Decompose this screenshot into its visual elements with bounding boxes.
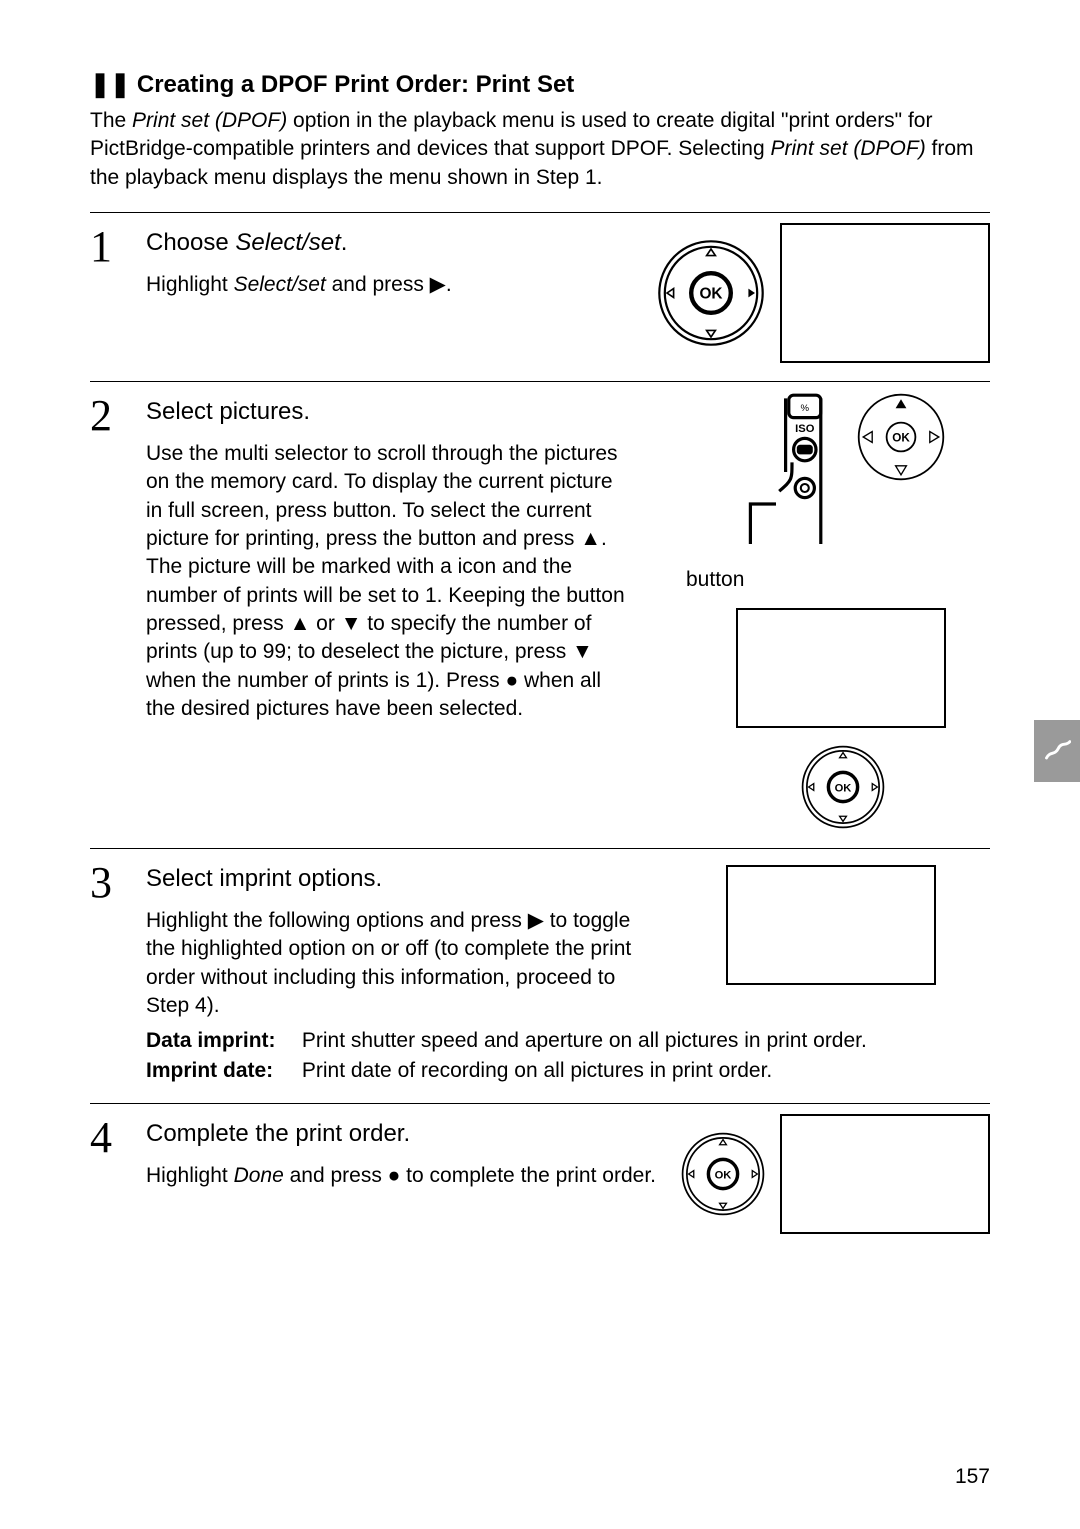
svg-text:OK: OK <box>715 1169 732 1181</box>
ok-multi-selector-icon: OK <box>656 238 766 348</box>
svg-text:OK: OK <box>699 286 722 303</box>
section-title: ❚❚ Creating a DPOF Print Order: Print Se… <box>90 70 990 99</box>
step-heading-b: . <box>341 229 348 256</box>
step-text-i: Select/set <box>234 273 326 296</box>
button-label: button <box>686 568 744 592</box>
connection-icon <box>1043 737 1071 765</box>
ok-multi-selector-icon: OK <box>680 1131 766 1217</box>
step-text: Highlight Done and press ● to complete t… <box>146 1162 670 1190</box>
ok-multi-selector-icon: OK <box>800 744 886 830</box>
step-heading: Select imprint options. <box>146 865 636 893</box>
step-text-i: Done <box>234 1164 284 1187</box>
svg-text:OK: OK <box>892 432 910 445</box>
step-text: Highlight Select/set and press ▶. <box>146 271 656 299</box>
step-number: 4 <box>90 1114 146 1234</box>
step-number: 3 <box>90 859 146 1085</box>
option-text: Print shutter speed and aperture on all … <box>302 1029 867 1052</box>
option-label: Data imprint: <box>146 1026 296 1055</box>
step-heading: Complete the print order. <box>146 1120 670 1148</box>
step-text: Use the multi selector to scroll through… <box>146 440 626 723</box>
step-text-a: Highlight <box>146 1164 234 1187</box>
step-heading: Choose Select/set. <box>146 229 656 257</box>
lcd-screen-placeholder <box>726 865 936 985</box>
ok-multi-selector-icon: OK <box>856 392 946 482</box>
step-text-b: and press ● to complete the print order. <box>284 1164 656 1187</box>
intro-paragraph: The Print set (DPOF) option in the playb… <box>90 107 990 192</box>
option-label: Imprint date: <box>146 1056 296 1085</box>
list-item: Data imprint: Print shutter speed and ap… <box>146 1026 990 1055</box>
option-text: Print date of recording on all pictures … <box>302 1059 772 1082</box>
page-number: 157 <box>955 1465 990 1489</box>
step-text: Highlight the following options and pres… <box>146 907 636 1020</box>
step-4: 4 Complete the print order. Highlight Do… <box>90 1104 990 1252</box>
lcd-screen-placeholder <box>780 223 990 363</box>
svg-text:ISO: ISO <box>795 423 815 435</box>
step-number: 1 <box>90 223 146 363</box>
lcd-screen-placeholder <box>780 1114 990 1234</box>
svg-text:OK: OK <box>835 782 852 794</box>
intro-text-d: Print set (DPOF) <box>771 137 926 160</box>
intro-text-b: Print set (DPOF) <box>132 109 287 132</box>
step-1: 1 Choose Select/set. Highlight Select/se… <box>90 213 990 381</box>
step-number: 2 <box>90 392 146 830</box>
step-heading-a: Choose <box>146 229 235 256</box>
manual-page: ❚❚ Creating a DPOF Print Order: Print Se… <box>0 0 1080 1292</box>
imprint-options-list: Data imprint: Print shutter speed and ap… <box>146 1026 990 1085</box>
side-thumb-tab <box>1034 720 1080 782</box>
step-heading: Select pictures. <box>146 398 626 426</box>
list-item: Imprint date: Print date of recording on… <box>146 1056 990 1085</box>
lcd-screen-placeholder <box>736 608 946 728</box>
intro-text-a: The <box>90 109 132 132</box>
camera-button-detail-icon: % ISO <box>742 392 842 552</box>
svg-text:%: % <box>801 403 810 414</box>
step-heading-i: Select/set <box>235 229 340 256</box>
step-text-a: Highlight <box>146 273 234 296</box>
step-3: 3 Select imprint options. Highlight the … <box>90 849 990 1103</box>
step-2: 2 Select pictures. Use the multi selecto… <box>90 382 990 848</box>
step-text-b: and press ▶. <box>326 273 452 296</box>
